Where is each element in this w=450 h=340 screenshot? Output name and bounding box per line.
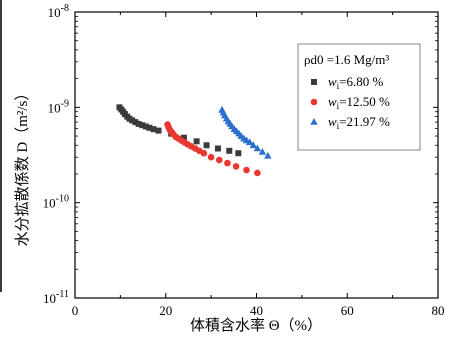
data-point-triangle	[253, 144, 262, 152]
legend-var: w	[328, 94, 337, 109]
legend-marker-square	[311, 79, 317, 85]
data-point-square	[129, 117, 136, 124]
x-tick-label: 60	[341, 303, 354, 318]
legend-sub: i	[337, 81, 340, 91]
y-tick-exponent: -9	[61, 98, 69, 109]
legend-value: =12.50 %	[339, 94, 390, 109]
data-point-square	[180, 134, 187, 141]
data-point-square	[193, 138, 200, 145]
y-tick-label: 10-8	[48, 3, 69, 20]
data-point-square	[214, 145, 221, 152]
y-tick-label: 10-11	[43, 289, 69, 306]
legend-value: =21.97 %	[339, 114, 390, 129]
x-tick-label: 0	[72, 303, 79, 318]
data-point-triangle	[264, 151, 272, 159]
legend-marker-circle	[310, 98, 318, 106]
data-point-circle	[254, 169, 261, 177]
legend-label: wi=6.80 %	[328, 74, 384, 91]
data-point-circle	[200, 149, 208, 157]
data-point-circle	[215, 156, 223, 164]
data-point-circle	[243, 166, 250, 174]
data-point-square	[235, 150, 242, 157]
legend-value: =6.80 %	[339, 74, 383, 89]
y-tick-exponent: -10	[56, 194, 69, 205]
page-edge-rule	[0, 0, 2, 292]
data-point-square	[226, 147, 233, 154]
data-point-square	[142, 123, 149, 130]
y-tick-label: 10-9	[48, 98, 69, 115]
y-tick-base: 10	[48, 5, 61, 20]
legend-marker-triangle	[310, 118, 318, 125]
data-point-square	[146, 124, 153, 131]
data-marks	[116, 104, 272, 177]
data-point-circle	[224, 159, 231, 167]
y-tick-base: 10	[43, 196, 56, 211]
legend-box	[297, 43, 421, 151]
y-tick-exponent: -8	[61, 3, 69, 14]
legend-var: w	[328, 74, 337, 89]
legend-sub: i	[337, 121, 340, 131]
x-tick-label: 20	[159, 303, 172, 318]
data-point-square	[132, 119, 139, 126]
axes	[74, 11, 439, 299]
data-point-square	[135, 120, 142, 127]
data-point-square	[139, 122, 146, 129]
data-point-triangle	[258, 147, 267, 155]
legend-sub: i	[337, 101, 340, 111]
data-point-square	[203, 142, 210, 149]
data-point-square	[155, 127, 162, 134]
legend-label: wi=21.97 %	[328, 114, 390, 131]
legend-header: ρd0 =1.6 Mg/m³	[304, 52, 389, 67]
data-point-square	[150, 126, 157, 133]
data-point-circle	[207, 153, 215, 161]
y-tick-base: 10	[43, 291, 56, 306]
x-tick-label: 80	[432, 303, 445, 318]
x-axis-label: 体積含水率 Θ（%）	[190, 317, 322, 334]
data-point-circle	[232, 163, 240, 170]
legend-var: w	[328, 114, 337, 129]
y-tick-label: 10-10	[43, 194, 69, 211]
data-point-triangle	[249, 141, 258, 149]
y-axis-label: 水分拡散係数 D（m²/s）	[14, 86, 31, 247]
data-point-triangle	[245, 138, 254, 146]
y-tick-exponent: -11	[56, 289, 69, 300]
x-tick-label: 40	[250, 303, 263, 318]
legend-label: wi=12.50 %	[328, 94, 390, 111]
y-tick-base: 10	[48, 100, 61, 115]
